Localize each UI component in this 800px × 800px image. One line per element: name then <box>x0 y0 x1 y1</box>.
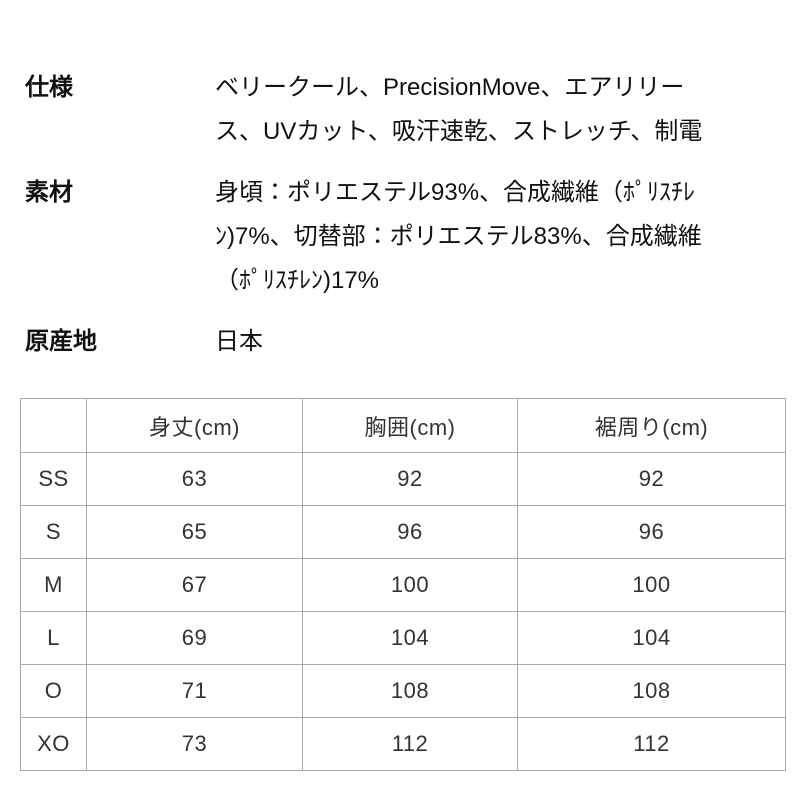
size-cell: 104 <box>302 611 518 665</box>
size-cell: 104 <box>517 611 786 665</box>
size-table: 身丈(cm) 胸囲(cm) 裾周り(cm) SS 63 92 92 S 65 9… <box>20 398 786 771</box>
spec-label-material: 素材 <box>25 179 73 206</box>
size-cell: 65 <box>86 505 303 559</box>
product-spec-document: 仕様 ベリークール、PrecisionMove、エアリリー ス、UVカット、吸汗… <box>20 66 786 771</box>
size-cell: 112 <box>302 717 518 771</box>
spec-section-origin: 原産地 日本 <box>20 320 785 364</box>
size-cell: 92 <box>302 452 518 506</box>
table-row-s: S 65 96 96 <box>20 505 786 559</box>
spec-value-line: 身頃：ポリエステル93%、合成繊維（ﾎﾟﾘｽﾁﾚ <box>215 179 696 206</box>
size-label: M <box>20 558 87 612</box>
spec-value-line: ベリークール、PrecisionMove、エアリリー <box>215 74 685 101</box>
spec-value-features: ベリークール、PrecisionMove、エアリリー ス、UVカット、吸汗速乾、… <box>215 66 785 154</box>
size-cell: 112 <box>517 717 786 771</box>
table-row-o: O 71 108 108 <box>20 664 786 718</box>
spec-label-origin: 原産地 <box>25 328 97 355</box>
spec-value-origin: 日本 <box>215 320 785 364</box>
size-table-header-body-length: 身丈(cm) <box>86 398 303 453</box>
size-cell: 67 <box>86 558 303 612</box>
size-cell: 63 <box>86 452 303 506</box>
size-table-header-row: 身丈(cm) 胸囲(cm) 裾周り(cm) <box>20 398 786 453</box>
size-cell: 100 <box>302 558 518 612</box>
size-cell: 96 <box>302 505 518 559</box>
size-cell: 96 <box>517 505 786 559</box>
size-label: L <box>20 611 87 665</box>
spec-value-line: 日本 <box>215 328 263 355</box>
size-label: SS <box>20 452 87 506</box>
table-row-l: L 69 104 104 <box>20 611 786 665</box>
spec-label-features: 仕様 <box>25 74 73 101</box>
spec-value-line: ス、UVカット、吸汗速乾、ストレッチ、制電 <box>215 118 703 145</box>
size-cell: 71 <box>86 664 303 718</box>
size-cell: 73 <box>86 717 303 771</box>
size-table-header-hem: 裾周り(cm) <box>517 398 786 453</box>
size-cell: 108 <box>302 664 518 718</box>
table-row-xo: XO 73 112 112 <box>20 717 786 771</box>
table-row-m: M 67 100 100 <box>20 558 786 612</box>
table-row-ss: SS 63 92 92 <box>20 452 786 506</box>
size-cell: 69 <box>86 611 303 665</box>
size-cell: 108 <box>517 664 786 718</box>
size-table-header-corner <box>20 398 87 453</box>
size-cell: 92 <box>517 452 786 506</box>
spec-value-line: （ﾎﾟﾘｽﾁﾚﾝ)17% <box>215 267 380 294</box>
size-label: XO <box>20 717 87 771</box>
size-table-header-chest: 胸囲(cm) <box>302 398 518 453</box>
size-label: O <box>20 664 87 718</box>
spec-value-line: ﾝ)7%、切替部：ポリエステル83%、合成繊維 <box>215 223 702 250</box>
size-cell: 100 <box>517 558 786 612</box>
spec-section-features: 仕様 ベリークール、PrecisionMove、エアリリー ス、UVカット、吸汗… <box>20 66 785 154</box>
spec-section-material: 素材 身頃：ポリエステル93%、合成繊維（ﾎﾟﾘｽﾁﾚ ﾝ)7%、切替部：ポリエ… <box>20 171 785 303</box>
spec-value-material: 身頃：ポリエステル93%、合成繊維（ﾎﾟﾘｽﾁﾚ ﾝ)7%、切替部：ポリエステル… <box>215 171 785 303</box>
size-label: S <box>20 505 87 559</box>
